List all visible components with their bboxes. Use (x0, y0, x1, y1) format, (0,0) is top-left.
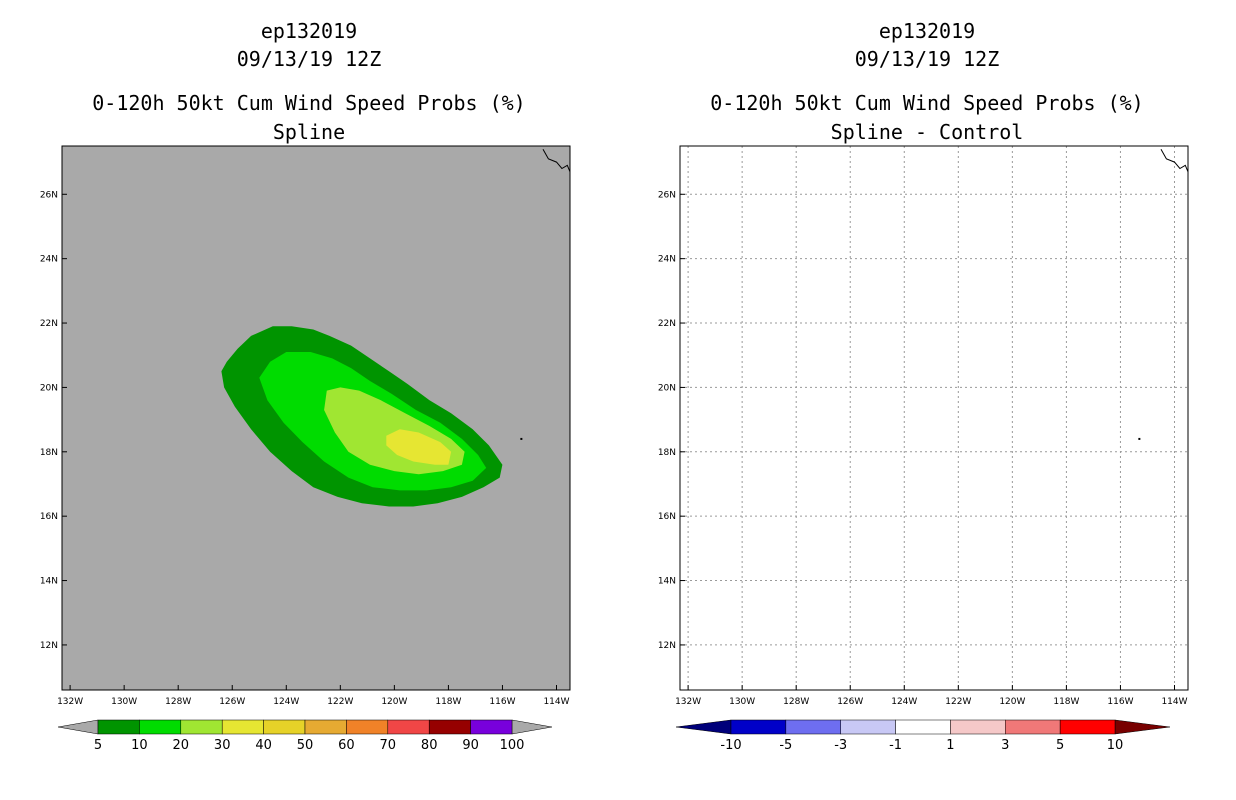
left-x-tick-label-5: 122W (327, 697, 353, 707)
left-panel-spline: ep132019 09/13/19 12Z 0-120h 50kt Cum Wi… (40, 19, 571, 753)
right-y-tick-label-2: 16N (658, 512, 676, 522)
left-y-tick-label-1: 14N (40, 577, 58, 587)
left-colorbar-swatch-7 (387, 719, 430, 735)
left-colorbar-swatch-0 (97, 719, 140, 735)
left-x-tick-label-9: 114W (543, 697, 569, 707)
right-colorbar-label-1: -5 (779, 738, 792, 753)
right-plot-background (680, 146, 1188, 690)
right-colorbar-swatch-2 (840, 719, 896, 735)
right-colorbar-label-6: 5 (1056, 738, 1064, 753)
left-y-tick-label-3: 18N (40, 448, 58, 458)
left-colorbar-label-3: 30 (214, 738, 231, 753)
right-y-tick-label-6: 24N (658, 255, 676, 265)
right-title-line-3: 0-120h 50kt Cum Wind Speed Probs (%) (710, 91, 1143, 115)
right-colorbar-swatch-4 (950, 719, 1006, 735)
left-colorbar-label-5: 50 (297, 738, 314, 753)
right-title-line-2: 09/13/19 12Z (855, 47, 1000, 71)
right-x-tick-label-0: 132W (675, 697, 701, 707)
left-colorbar-label-0: 5 (94, 738, 102, 753)
left-colorbar-swatch-8 (428, 719, 471, 735)
left-colorbar-label-1: 10 (131, 738, 148, 753)
right-x-tick-label-8: 116W (1107, 697, 1133, 707)
right-y-tick-label-3: 18N (658, 448, 676, 458)
left-colorbar-label-10: 100 (500, 738, 525, 753)
right-colorbar-swatch-5 (1005, 719, 1061, 735)
left-y-tick-label-2: 16N (40, 512, 58, 522)
left-colorbar-swatch-5 (304, 719, 347, 735)
left-colorbar-swatch-1 (139, 719, 182, 735)
right-x-tick-label-2: 128W (783, 697, 809, 707)
left-y-tick-label-7: 26N (40, 190, 58, 200)
left-island-marker-0 (520, 437, 523, 440)
left-x-tick-label-3: 126W (219, 697, 245, 707)
right-y-tick-label-0: 12N (658, 641, 676, 651)
right-colorbar-swatch-0 (730, 719, 787, 735)
left-colorbar-high-arrow (511, 719, 553, 735)
right-colorbar-label-0: -10 (720, 738, 741, 753)
right-x-tick-label-3: 126W (837, 697, 863, 707)
right-colorbar-label-3: -1 (889, 738, 902, 753)
right-title-line-1: ep132019 (879, 19, 975, 43)
right-panel-spline-minus-control: ep132019 09/13/19 12Z 0-120h 50kt Cum Wi… (658, 19, 1189, 753)
left-x-tick-label-2: 128W (165, 697, 191, 707)
left-y-tick-label-6: 24N (40, 255, 58, 265)
right-colorbar-swatch-3 (895, 719, 951, 735)
right-y-tick-label-5: 22N (658, 319, 676, 329)
right-y-tick-label-1: 14N (658, 577, 676, 587)
left-colorbar-label-7: 70 (380, 738, 397, 753)
left-coastline (542, 148, 570, 172)
right-colorbar-low-arrow (675, 719, 732, 735)
left-colorbar-swatch-4 (263, 719, 306, 735)
left-colorbar-label-6: 60 (338, 738, 355, 753)
left-plot-frame (61, 145, 571, 691)
right-x-tick-label-1: 130W (729, 697, 755, 707)
right-colorbar-label-5: 3 (1001, 738, 1009, 753)
left-title-line-1: ep132019 (261, 19, 357, 43)
right-colorbar-label-4: 1 (946, 738, 954, 753)
left-x-tick-label-7: 118W (435, 697, 461, 707)
left-title-line-2: 09/13/19 12Z (237, 47, 382, 71)
left-colorbar-swatch-9 (470, 719, 513, 735)
left-contour-30 (386, 429, 452, 465)
left-colorbar-swatch-6 (346, 719, 389, 735)
right-x-tick-label-5: 122W (945, 697, 971, 707)
right-x-tick-label-9: 114W (1161, 697, 1187, 707)
left-x-tick-label-1: 130W (111, 697, 137, 707)
right-colorbar-label-2: -3 (834, 738, 847, 753)
right-x-tick-label-6: 120W (999, 697, 1025, 707)
right-plot-frame (679, 145, 1189, 691)
right-island-marker-0 (1138, 437, 1141, 440)
right-x-tick-label-7: 118W (1053, 697, 1079, 707)
left-x-tick-label-6: 120W (381, 697, 407, 707)
right-y-tick-label-4: 20N (658, 383, 676, 393)
left-colorbar-low-arrow (57, 719, 99, 735)
right-title-line-4: Spline - Control (831, 120, 1024, 144)
left-colorbar-swatch-2 (180, 719, 223, 735)
left-title-line-4: Spline (273, 120, 345, 144)
right-y-tick-label-7: 26N (658, 190, 676, 200)
left-y-tick-label-0: 12N (40, 641, 58, 651)
left-colorbar-label-2: 20 (173, 738, 190, 753)
right-coastline (1160, 148, 1188, 172)
left-x-tick-label-8: 116W (489, 697, 515, 707)
left-title-line-3: 0-120h 50kt Cum Wind Speed Probs (%) (92, 91, 525, 115)
right-colorbar-swatch-1 (785, 719, 841, 735)
left-y-tick-label-5: 22N (40, 319, 58, 329)
left-colorbar-label-9: 90 (462, 738, 479, 753)
right-x-tick-label-4: 124W (891, 697, 917, 707)
left-x-tick-label-4: 124W (273, 697, 299, 707)
right-colorbar-label-7: 10 (1107, 738, 1124, 753)
right-colorbar-high-arrow (1114, 719, 1171, 735)
left-colorbar-label-4: 40 (255, 738, 272, 753)
right-colorbar-swatch-6 (1059, 719, 1116, 735)
left-y-tick-label-4: 20N (40, 383, 58, 393)
left-colorbar-swatch-3 (221, 719, 264, 735)
left-x-tick-label-0: 132W (57, 697, 83, 707)
left-colorbar-label-8: 80 (421, 738, 438, 753)
